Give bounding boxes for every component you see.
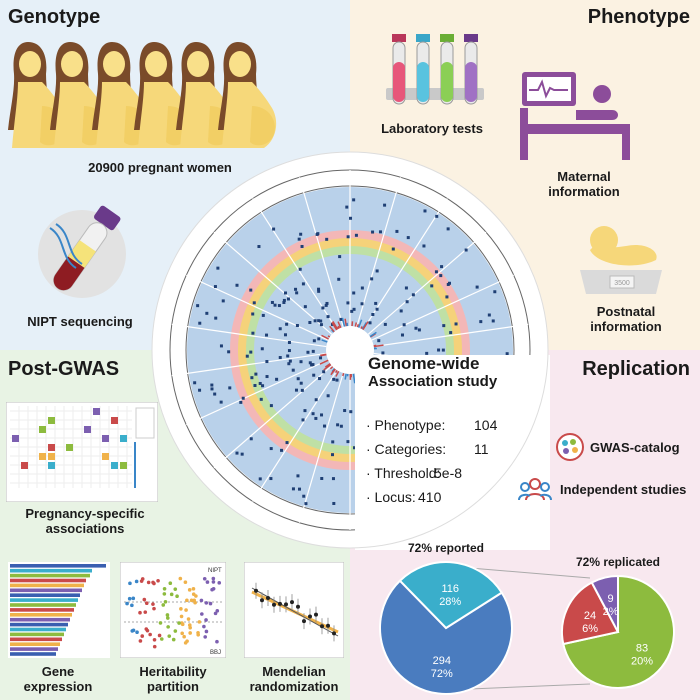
pie-pct-9: 2% bbox=[603, 606, 619, 618]
pie-pct-83: 20% bbox=[631, 655, 653, 667]
stat-phenotype-value: 104 bbox=[474, 417, 498, 433]
pie-slice-24 bbox=[561, 581, 620, 646]
pie-pct-294: 72% bbox=[431, 668, 453, 680]
stat-phenotype-key: · Phenotype: bbox=[366, 417, 446, 433]
test-tubes-icon bbox=[386, 34, 484, 105]
bbj-tag: BBJ bbox=[210, 650, 221, 656]
stat-threshold-value: 5e-8 bbox=[434, 465, 463, 481]
pregnancy-label-line2: associations bbox=[45, 521, 125, 536]
pie-slice-294 bbox=[379, 579, 513, 695]
gwas-title-line2: Association study bbox=[368, 373, 498, 390]
gwas-catalog-icon bbox=[556, 433, 584, 461]
women-count-label: 20900 pregnant women bbox=[88, 160, 232, 175]
mendelian-randomization-plot bbox=[244, 562, 344, 658]
stat-threshold-key: · Threshold: bbox=[366, 465, 441, 481]
genotype-heading: Genotype bbox=[8, 6, 101, 28]
scale-reading: 3500 bbox=[614, 280, 630, 287]
laboratory-tests-label: Laboratory tests bbox=[381, 121, 483, 136]
pie-pct-24: 6% bbox=[582, 623, 598, 635]
pie-pct-116: 28% bbox=[439, 596, 461, 608]
gene-label-line1: Gene bbox=[41, 664, 75, 679]
pregnancy-label-line1: Pregnancy-specific bbox=[25, 506, 145, 521]
stat-locus: · Locus: 410 bbox=[366, 489, 441, 505]
gwas-title: Genome-wide Association study bbox=[368, 355, 497, 391]
nipt-tag: NIPT bbox=[208, 568, 222, 574]
gene-label-line2: expression bbox=[23, 679, 93, 694]
pregnant-women-icons bbox=[8, 42, 277, 148]
stat-categories-value: 11 bbox=[474, 441, 489, 457]
heritability-label-line1: Heritability bbox=[139, 664, 207, 679]
pie-label-24: 24 bbox=[584, 610, 596, 622]
gwas-catalog-label: GWAS-catalog bbox=[590, 440, 680, 455]
stat-phenotype: · Phenotype: 104 bbox=[366, 417, 497, 433]
mendelian-label-line1: Mendelian bbox=[262, 664, 326, 679]
pie-replicated-title: 72% replicated bbox=[576, 555, 660, 569]
pie-label-116: 116 bbox=[441, 583, 459, 595]
pie-label-294: 294 bbox=[433, 655, 451, 667]
mendelian-label-line2: randomization bbox=[249, 679, 339, 694]
phenotype-heading: Phenotype bbox=[587, 6, 690, 28]
postnatal-label-line2: information bbox=[590, 319, 662, 334]
stat-locus-key: · Locus: bbox=[366, 489, 416, 505]
nipt-label: NIPT sequencing bbox=[27, 314, 133, 329]
blood-tube-icon bbox=[38, 205, 126, 298]
stat-categories-key: · Categories: bbox=[366, 441, 447, 457]
baby-scale-icon: 3500 bbox=[580, 226, 662, 294]
independent-studies-label: Independent studies bbox=[560, 482, 687, 497]
heritability-scatter: NIPT BBJ bbox=[120, 562, 226, 658]
pie-reported-title: 72% reported bbox=[408, 541, 484, 555]
hospital-bed-icon bbox=[520, 72, 630, 160]
gwas-title-line1: Genome-wide bbox=[368, 354, 480, 373]
independent-studies-icon bbox=[518, 478, 552, 501]
pie-slice-9 bbox=[590, 574, 619, 633]
gene-expression-chart bbox=[8, 562, 110, 658]
stat-categories: · Categories: 11 bbox=[366, 441, 489, 457]
post-gwas-heading: Post-GWAS bbox=[8, 358, 120, 380]
stat-locus-value: 410 bbox=[418, 489, 442, 505]
maternal-label-line1: Maternal bbox=[557, 169, 611, 184]
heritability-label-line2: partition bbox=[147, 679, 199, 694]
pie-label-9: 9 bbox=[608, 593, 614, 605]
replication-heading: Replication bbox=[582, 358, 690, 380]
pregnancy-associations-heatmap bbox=[6, 402, 158, 502]
circos-plot bbox=[151, 151, 550, 550]
maternal-label-line2: information bbox=[548, 184, 620, 199]
association-points bbox=[193, 198, 509, 506]
postnatal-label-line1: Postnatal bbox=[596, 304, 656, 319]
pie-slice-116 bbox=[398, 561, 504, 630]
pie-label-83: 83 bbox=[636, 642, 648, 654]
stat-threshold: · Threshold: 5e-8 bbox=[366, 465, 462, 481]
